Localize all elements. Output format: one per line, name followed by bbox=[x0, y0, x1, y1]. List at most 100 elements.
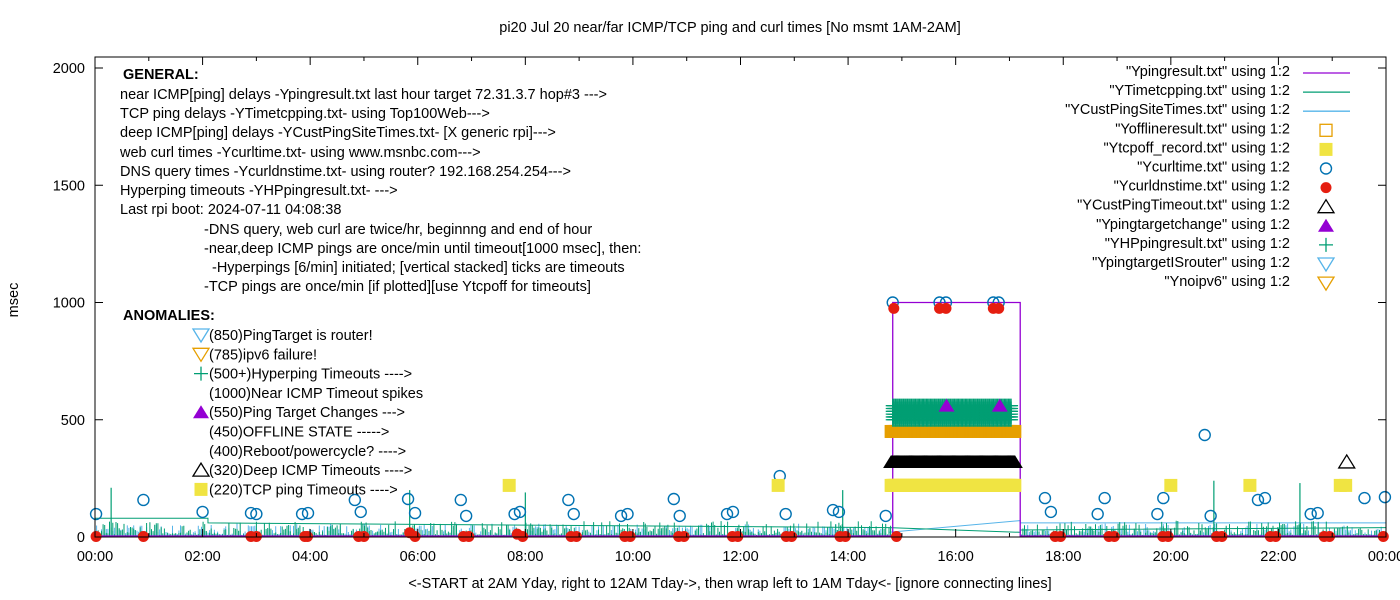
data-point-ycurltime-txt bbox=[1304, 507, 1317, 521]
data-point-ycurldnstime-txt bbox=[993, 302, 1005, 314]
x-axis-label: <-START at 2AM Yday, right to 12AM Tday-… bbox=[408, 576, 1051, 592]
data-point-ycurltime-txt bbox=[137, 493, 150, 507]
x-tick-label: 16:00 bbox=[938, 549, 974, 565]
general-line: Hyperping timeouts -YHPpingresult.txt- -… bbox=[120, 183, 398, 199]
data-point-ycurltime-txt bbox=[614, 509, 628, 523]
x-tick-label: 22:00 bbox=[1260, 549, 1296, 565]
anomaly-item: (320)Deep ICMP Timeouts ----> bbox=[209, 463, 412, 479]
general-line: Last rpi boot: 2024-07-11 04:08:38 bbox=[120, 202, 341, 218]
data-point-ypingtargetchange bbox=[938, 398, 955, 412]
general-subline: -near,deep ICMP pings are once/min until… bbox=[204, 241, 641, 257]
y-tick-label: 0 bbox=[77, 530, 85, 546]
x-tick-label: 20:00 bbox=[1153, 549, 1189, 565]
legend-label: "YHPpingresult.txt" using 1:2 bbox=[1105, 236, 1290, 252]
hyperping-timeout-mark bbox=[1004, 398, 1019, 413]
anomalies-heading: ANOMALIES: bbox=[123, 308, 215, 324]
anomaly-marker-icon bbox=[191, 461, 211, 477]
legend-label: "Ynoipv6" using 1:2 bbox=[1164, 274, 1290, 290]
data-point-ytcpoff_record-txt bbox=[502, 478, 516, 492]
data-point-ytcpoff_record-txt bbox=[1164, 478, 1178, 492]
data-point-ycurltime-txt bbox=[720, 507, 734, 521]
data-point-ycurltime-txt bbox=[1204, 509, 1217, 523]
legend-marker-icon bbox=[1319, 142, 1333, 156]
y-tick-label: 2000 bbox=[53, 61, 85, 77]
data-point-ycurltime-txt bbox=[508, 507, 521, 521]
data-point-ycurltime-txt bbox=[196, 505, 209, 519]
band-mark-yofflineresult-txt bbox=[1008, 424, 1022, 438]
x-tick-label: 12:00 bbox=[722, 549, 758, 565]
legend-marker-icon bbox=[1319, 237, 1333, 252]
data-point-ycurltime-txt bbox=[1198, 428, 1211, 442]
chart-title: pi20 Jul 20 near/far ICMP/TCP ping and c… bbox=[499, 20, 960, 36]
data-point-ycurltime-txt bbox=[826, 503, 840, 517]
x-tick-label: 10:00 bbox=[615, 549, 651, 565]
data-point-ycurltime-txt bbox=[459, 509, 473, 523]
data-point-ycurltime-txt bbox=[1098, 491, 1111, 505]
y-tick-label: 1000 bbox=[53, 296, 85, 312]
y-tick-label: 1500 bbox=[53, 178, 85, 194]
general-line: deep ICMP[ping] delays -YCustPingSiteTim… bbox=[120, 125, 556, 141]
data-point-ycurltime-txt bbox=[454, 493, 467, 507]
legend-marker-icon bbox=[1318, 218, 1334, 232]
anomaly-marker-icon bbox=[193, 405, 209, 419]
legend-label: "YCustPingSiteTimes.txt" using 1:2 bbox=[1065, 102, 1290, 118]
data-point-ycurltime-txt bbox=[1091, 507, 1104, 521]
band-mark-ytcpoff_record-txt bbox=[1008, 478, 1022, 492]
data-point-ytcpoff_record-txt bbox=[1243, 478, 1257, 492]
data-point-ycurltime-txt bbox=[1258, 491, 1272, 505]
axes: 0 500 1000 1500 2000 00:00 02:00 04:00 06:00 08:0… bbox=[53, 56, 1400, 565]
legend-label: "Ytcpoff_record.txt" using 1:2 bbox=[1103, 140, 1290, 156]
anomaly-marker-icon bbox=[191, 347, 211, 363]
data-point-ycurltime-txt bbox=[1038, 491, 1052, 505]
legend-marker-icon bbox=[1319, 162, 1333, 175]
anomaly-item: (1000)Near ICMP Timeout spikes bbox=[209, 386, 423, 402]
legend-marker-icon bbox=[1316, 257, 1336, 273]
data-point-ycurltime-txt bbox=[621, 507, 634, 521]
anomalies-list: (850)PingTarget is router! (785)ipv6 fail… bbox=[191, 328, 423, 498]
data-point-ycurltime-txt bbox=[301, 506, 315, 520]
legend-label: "Ypingresult.txt" using 1:2 bbox=[1126, 64, 1290, 80]
anomaly-marker-icon bbox=[191, 328, 211, 344]
anomaly-item: (550)Ping Target Changes ---> bbox=[209, 405, 405, 421]
data-point-ycurltime-txt bbox=[1378, 490, 1392, 504]
data-point-ycurltime-txt bbox=[408, 506, 422, 520]
x-tick-label: 06:00 bbox=[400, 549, 436, 565]
data-point-ycurltime-txt bbox=[354, 505, 367, 519]
anomaly-item: (450)OFFLINE STATE -----> bbox=[209, 425, 389, 441]
data-point-ycurltime-txt bbox=[1157, 491, 1170, 505]
band-mark-ycustpingtimeout-txt bbox=[1006, 454, 1023, 468]
x-tick-label: 00:00 bbox=[77, 549, 113, 565]
data-point-ycurltime-txt bbox=[879, 509, 892, 523]
x-tick-label: 04:00 bbox=[292, 549, 328, 565]
data-point-ycurltime-txt bbox=[295, 507, 309, 521]
data-point-ycurltime-txt bbox=[513, 505, 527, 519]
general-line: near ICMP[ping] delays -Ypingresult.txt … bbox=[120, 87, 607, 103]
x-tick-label: 00:00 bbox=[1368, 549, 1400, 565]
anomaly-item: (785)ipv6 failure! bbox=[209, 347, 317, 363]
general-subline: -TCP pings are once/min [if plotted][use… bbox=[204, 279, 591, 295]
general-line: web curl times -Ycurltime.txt- using www… bbox=[119, 145, 481, 161]
data-point-ypingtargetchange bbox=[991, 398, 1008, 412]
data-point-ycurltime-txt bbox=[244, 506, 258, 520]
anomaly-marker-icon bbox=[194, 366, 208, 381]
data-point-ycurltime-txt bbox=[779, 507, 792, 521]
x-tick-label: 14:00 bbox=[830, 549, 866, 565]
data-point-ycurltime-txt bbox=[1311, 506, 1324, 520]
legend: "Ypingresult.txt" using 1:2 "YTimetcpping… bbox=[1065, 64, 1350, 292]
data-point-ycurltime-txt bbox=[89, 507, 103, 521]
legend-label: "YpingtargetISrouter" using 1:2 bbox=[1092, 255, 1290, 271]
data-point-ycurltime-txt bbox=[726, 505, 740, 519]
anomaly-item: (220)TCP ping Timeouts ----> bbox=[209, 482, 398, 498]
anomaly-item: (500+)Hyperping Timeouts ----> bbox=[209, 367, 412, 383]
data-point-ycurltime-txt bbox=[1358, 491, 1371, 505]
y-axis-label: msec bbox=[6, 283, 22, 318]
data-point-ycurltime-txt bbox=[1251, 493, 1265, 507]
general-heading: GENERAL: bbox=[123, 67, 199, 83]
data-point-ycustpingtimeout-txt bbox=[1337, 453, 1356, 469]
data-point-ycurltime-txt bbox=[1151, 507, 1164, 521]
anomaly-item: (850)PingTarget is router! bbox=[209, 328, 373, 344]
legend-label: "Ycurldnstime.txt" using 1:2 bbox=[1114, 179, 1290, 195]
data-point-ytcpoff_record-txt bbox=[771, 478, 785, 492]
